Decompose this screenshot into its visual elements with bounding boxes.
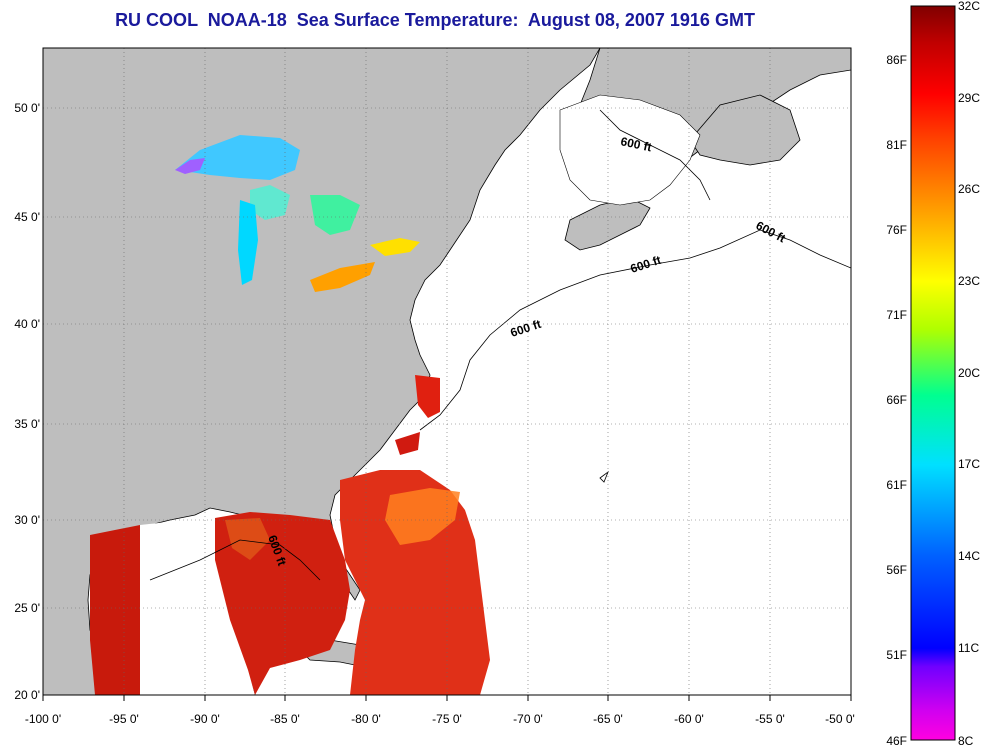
- x-tick-label: -95 0': [109, 712, 139, 726]
- fahrenheit-label: 71F: [886, 308, 907, 322]
- celsius-label: 20C: [958, 366, 980, 380]
- y-axis-labels: 50 0' 45 0' 40 0' 35 0' 30 0' 25 0' 20 0…: [14, 101, 40, 702]
- y-tick-label: 45 0': [14, 210, 40, 224]
- fahrenheit-label: 61F: [886, 478, 907, 492]
- fahrenheit-label: 86F: [886, 53, 907, 67]
- fahrenheit-label: 46F: [886, 734, 907, 748]
- shelf-edge-600ft-gulf: [149, 539, 321, 581]
- x-tick-label: -100 0': [25, 712, 61, 726]
- x-tick-label: -70 0': [513, 712, 543, 726]
- celsius-label: 14C: [958, 549, 980, 563]
- shelf-edge-600ft-north: [599, 109, 711, 201]
- celsius-label: 29C: [958, 91, 980, 105]
- st-lawrence-water: [559, 94, 701, 206]
- y-tick-label: 30 0': [14, 513, 40, 527]
- gulf-sst: [90, 512, 350, 695]
- x-tick-label: -90 0': [190, 712, 220, 726]
- y-tick-label: 35 0': [14, 417, 40, 431]
- x-tick-label: -55 0': [755, 712, 785, 726]
- great-lakes-sst: [175, 135, 420, 292]
- x-tick-label: -85 0': [270, 712, 300, 726]
- grid-lines: [43, 48, 851, 695]
- y-tick-label: 40 0': [14, 317, 40, 331]
- celsius-label: 23C: [958, 274, 980, 288]
- fahrenheit-label: 66F: [886, 393, 907, 407]
- newfoundland-land: [689, 94, 801, 166]
- y-tick-label: 50 0': [14, 101, 40, 115]
- fahrenheit-label: 51F: [886, 648, 907, 662]
- bermuda-land: [599, 470, 609, 483]
- axis-ticks: [42, 695, 852, 701]
- celsius-label: 26C: [958, 182, 980, 196]
- y-tick-label: 25 0': [14, 601, 40, 615]
- fahrenheit-label: 56F: [886, 563, 907, 577]
- x-tick-label: -50 0': [825, 712, 855, 726]
- colorbar: [910, 5, 956, 741]
- celsius-label: 8C: [958, 734, 974, 748]
- x-axis-labels: -100 0' -95 0' -90 0' -85 0' -80 0' -75 …: [25, 712, 855, 726]
- isobath-label: 600 ft: [619, 134, 653, 154]
- shelf-edge-600ft: [419, 229, 851, 431]
- atlantic-sst: [340, 375, 490, 695]
- colorbar-celsius-labels: 32C 29C 26C 23C 20C 17C 14C 11C 8C: [958, 0, 980, 748]
- celsius-label: 11C: [958, 641, 979, 655]
- x-tick-label: -60 0': [674, 712, 704, 726]
- x-tick-label: -65 0': [593, 712, 623, 726]
- map-title: RU COOL NOAA-18 Sea Surface Temperature:…: [115, 10, 755, 30]
- colorbar-fahrenheit-labels: 86F 81F 76F 71F 66F 61F 56F 51F 46F: [886, 53, 907, 748]
- celsius-label: 32C: [958, 0, 980, 13]
- x-tick-label: -75 0': [432, 712, 462, 726]
- fahrenheit-label: 76F: [886, 223, 907, 237]
- y-tick-label: 20 0': [14, 688, 40, 702]
- x-tick-label: -80 0': [351, 712, 381, 726]
- fahrenheit-label: 81F: [886, 138, 907, 152]
- celsius-label: 17C: [958, 457, 980, 471]
